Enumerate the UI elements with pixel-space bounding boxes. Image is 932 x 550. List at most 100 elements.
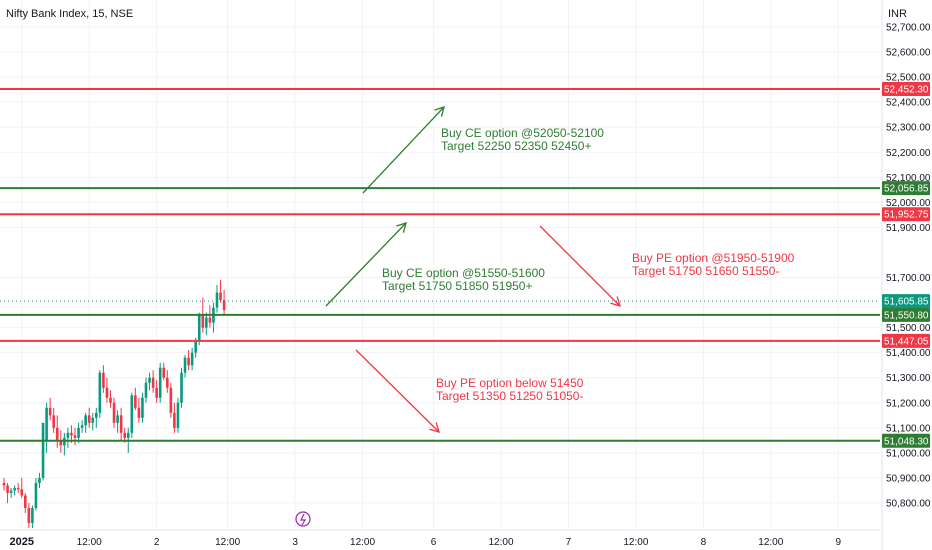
- candle-body[interactable]: [187, 357, 190, 366]
- candle-body[interactable]: [180, 372, 183, 403]
- annotation-line-green[interactable]: Target 52250 52350 52450+: [441, 139, 591, 153]
- candle-body[interactable]: [55, 427, 59, 441]
- candle-body[interactable]: [158, 367, 162, 398]
- y-tick-label: 52,700.00: [886, 23, 931, 34]
- candle-body[interactable]: [144, 382, 148, 398]
- candle-body[interactable]: [73, 435, 77, 438]
- candle-body[interactable]: [197, 315, 201, 341]
- annotation-line-red[interactable]: Target 51750 51650 51550-: [632, 264, 779, 278]
- candle-body[interactable]: [183, 357, 187, 373]
- y-tick-label: 52,000.00: [886, 198, 931, 209]
- annotation-line-red[interactable]: Buy PE option below 51450: [436, 376, 584, 390]
- candle-body[interactable]: [45, 407, 48, 441]
- arrow-head: [610, 296, 621, 307]
- x-tick-label: 12:00: [215, 537, 240, 548]
- candle-body[interactable]: [173, 412, 176, 428]
- candle-body[interactable]: [48, 407, 52, 416]
- candle-body[interactable]: [215, 292, 219, 308]
- x-tick-label: 12:00: [350, 537, 375, 548]
- candle-body[interactable]: [205, 317, 208, 328]
- candle-body[interactable]: [34, 482, 38, 509]
- candle-body[interactable]: [119, 415, 123, 433]
- candle-body[interactable]: [80, 425, 84, 428]
- annotation-line-green[interactable]: Target 51750 51850 51950+: [382, 279, 532, 293]
- symbol-title[interactable]: Nifty Bank Index, 15, NSE: [6, 8, 134, 20]
- level-price-tag: [882, 333, 930, 348]
- x-tick-label: 12:00: [758, 537, 783, 548]
- candle-body[interactable]: [134, 395, 137, 408]
- candle-body[interactable]: [112, 402, 116, 423]
- annotation-line-red[interactable]: Buy PE option @51950-51900: [632, 251, 795, 265]
- y-tick-label: 51,100.00: [886, 423, 931, 434]
- candle-body[interactable]: [13, 487, 16, 491]
- candle-body[interactable]: [151, 377, 155, 388]
- candle-body[interactable]: [155, 387, 158, 398]
- y-tick-label: 51,000.00: [886, 448, 931, 459]
- candle-body[interactable]: [126, 432, 130, 438]
- level-price-tag: [882, 207, 930, 222]
- x-tick-label: 6: [431, 537, 437, 548]
- candle-body[interactable]: [137, 407, 141, 418]
- level-price-text: 51,550.80: [884, 310, 929, 321]
- candle-body[interactable]: [31, 508, 34, 524]
- candle-body[interactable]: [2, 482, 6, 486]
- candle-body[interactable]: [166, 377, 169, 388]
- x-tick-label: 8: [701, 537, 707, 548]
- candle-body[interactable]: [130, 395, 134, 433]
- trend-arrow-red[interactable]: [355, 349, 440, 433]
- level-price-text: 52,056.85: [884, 184, 929, 195]
- candle-body[interactable]: [148, 377, 151, 383]
- x-tick-label: 2: [154, 537, 160, 548]
- candle-body[interactable]: [52, 415, 55, 428]
- trend-arrow-green[interactable]: [362, 106, 445, 194]
- candle-body[interactable]: [222, 300, 226, 311]
- candle-body[interactable]: [208, 317, 212, 323]
- x-tick-label: 12:00: [623, 537, 648, 548]
- candle-body[interactable]: [169, 387, 173, 413]
- candle-body[interactable]: [77, 427, 80, 438]
- annotation-line-red[interactable]: Target 51350 51250 51050-: [436, 389, 583, 403]
- candle-body[interactable]: [102, 372, 105, 388]
- candle-body[interactable]: [95, 412, 98, 418]
- candle-body[interactable]: [24, 495, 27, 509]
- candle-body[interactable]: [20, 489, 24, 496]
- candle-body[interactable]: [91, 417, 95, 423]
- candle-body[interactable]: [162, 367, 166, 378]
- candle-body[interactable]: [84, 415, 87, 426]
- annotation-line-green[interactable]: Buy CE option @51550-51600: [382, 266, 545, 280]
- arrow-head: [429, 422, 440, 433]
- candle-body[interactable]: [66, 432, 70, 438]
- flash-event-icon[interactable]: [295, 511, 311, 527]
- candle-body[interactable]: [41, 422, 45, 478]
- candle-body[interactable]: [109, 397, 112, 403]
- candle-body[interactable]: [190, 352, 194, 366]
- candle-body[interactable]: [116, 415, 119, 423]
- candle-body[interactable]: [6, 485, 9, 493]
- candle-body[interactable]: [87, 415, 91, 423]
- candle-body[interactable]: [70, 432, 73, 436]
- candle-body[interactable]: [16, 487, 20, 490]
- candle-body[interactable]: [9, 490, 13, 493]
- y-tick-label: 51,500.00: [886, 323, 931, 334]
- candle-body[interactable]: [219, 292, 222, 301]
- candle-body[interactable]: [38, 477, 41, 483]
- last-price-text: 51,605.85: [884, 297, 929, 308]
- level-price-text: 51,447.05: [884, 336, 929, 347]
- candle-body[interactable]: [194, 340, 197, 353]
- y-tick-label: 51,900.00: [886, 223, 931, 234]
- candle-body[interactable]: [27, 508, 31, 524]
- annotation-line-green[interactable]: Buy CE option @52050-52100: [441, 126, 604, 140]
- trend-arrow-green[interactable]: [325, 222, 407, 307]
- candle-body[interactable]: [105, 387, 109, 398]
- arrow-head: [434, 106, 445, 117]
- candle-body[interactable]: [201, 315, 205, 328]
- candle-body[interactable]: [123, 432, 126, 438]
- candle-body[interactable]: [176, 402, 180, 428]
- x-tick-label: 12:00: [77, 537, 102, 548]
- trend-arrow-red[interactable]: [539, 225, 621, 307]
- candle-body[interactable]: [98, 372, 102, 413]
- candle-body[interactable]: [59, 440, 63, 446]
- x-tick-label: 9: [835, 537, 841, 548]
- candle-body[interactable]: [141, 397, 144, 418]
